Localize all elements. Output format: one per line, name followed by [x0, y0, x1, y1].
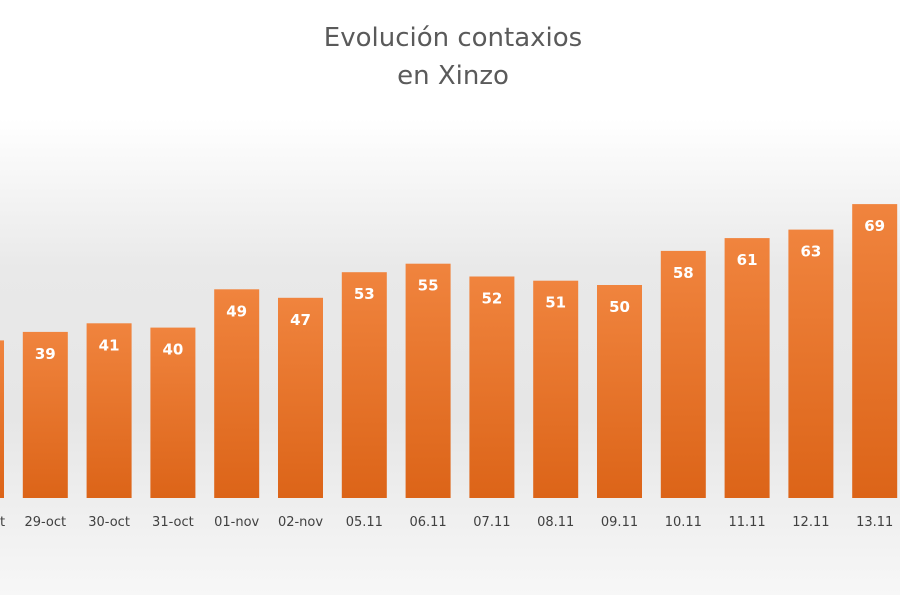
bar-value-label: 50 [609, 298, 630, 316]
x-tick-label: 06.11 [409, 515, 446, 530]
bar-value-label: 41 [99, 336, 120, 354]
bars-group [0, 204, 898, 498]
x-axis-tick-labels: t 29-oct 30-oct 31-oct 01-nov 02-nov 05.11 06.1… [0, 515, 893, 530]
bar-value-label: 55 [418, 277, 439, 295]
bar-12.11 [788, 229, 834, 498]
x-tick-label: t [0, 515, 5, 530]
bar-13.11 [852, 204, 898, 498]
bar-02-nov [278, 297, 323, 498]
bar-08.11 [533, 280, 579, 498]
x-tick-label: 05.11 [346, 515, 383, 530]
bar-01-nov [214, 289, 260, 498]
chart-title-line-2: en Xinzo [397, 61, 509, 91]
x-tick-label: 09.11 [601, 515, 638, 530]
x-tick-label: 31-oct [152, 515, 194, 530]
x-tick-label: 07.11 [473, 515, 510, 530]
bar-value-label: 47 [290, 311, 311, 329]
bar-value-label: 40 [162, 341, 183, 359]
bar-value-label: 49 [226, 302, 247, 320]
chart-title-line-1: Evolución contaxios [324, 23, 582, 53]
x-tick-label: 01-nov [214, 515, 259, 530]
bar-10.11 [660, 250, 706, 498]
bar-value-label: 52 [481, 290, 502, 308]
bar-value-label: 63 [800, 243, 821, 261]
bar-06.11 [405, 263, 451, 498]
bar-29-oct [22, 331, 68, 498]
bar-07.11 [469, 276, 515, 498]
bar-value-label: 69 [864, 217, 885, 235]
bar-value-label: 51 [545, 294, 566, 312]
x-tick-label: 10.11 [665, 515, 702, 530]
bar-05.11 [341, 272, 387, 498]
bar-value-label: 39 [35, 345, 56, 363]
bar-value-label: 53 [354, 285, 375, 303]
x-tick-label: 13.11 [856, 515, 893, 530]
x-tick-label: 12.11 [792, 515, 829, 530]
x-tick-label: 30-oct [88, 515, 130, 530]
bar-value-label: 58 [673, 264, 694, 282]
bar-11.11 [724, 238, 770, 498]
bar-value-label: 61 [737, 251, 758, 269]
bar-09.11 [597, 285, 642, 498]
bar-30-oct [86, 323, 132, 498]
bar-28-oct [0, 340, 4, 498]
x-tick-label: 11.11 [728, 515, 765, 530]
x-tick-label: 02-nov [278, 515, 323, 530]
x-tick-label: 29-oct [24, 515, 66, 530]
bar-31-oct [150, 327, 196, 498]
value-labels-group: 39 41 40 49 47 53 55 52 51 50 58 61 63 69 [35, 217, 885, 363]
x-tick-label: 08.11 [537, 515, 574, 530]
